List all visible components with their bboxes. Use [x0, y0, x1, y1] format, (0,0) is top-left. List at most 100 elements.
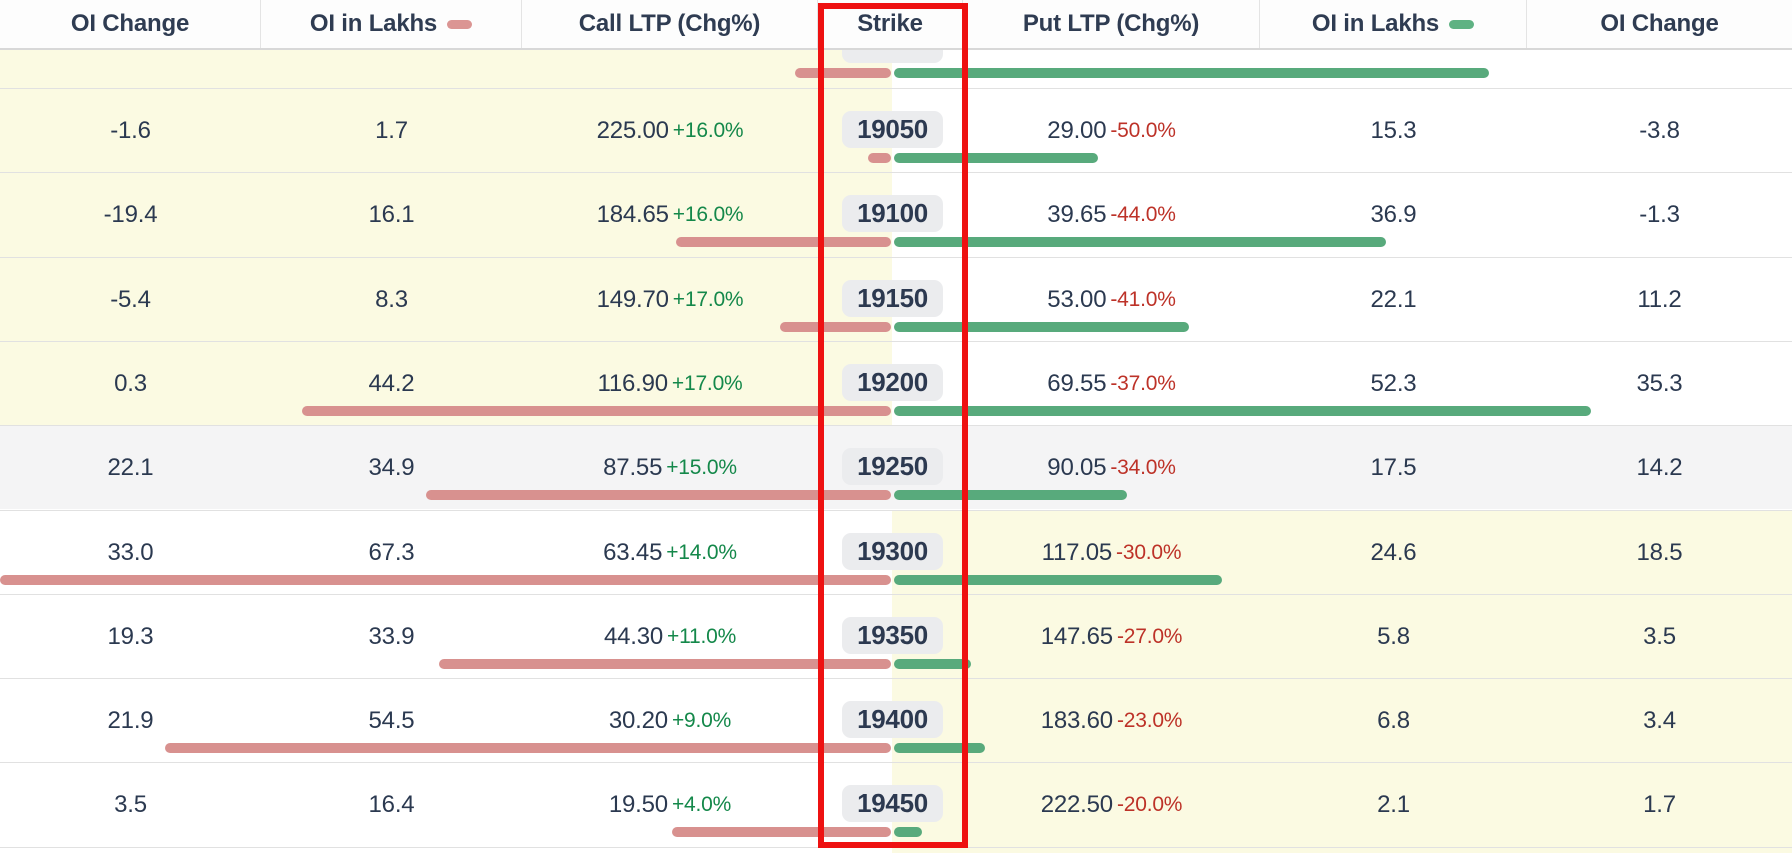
put-oi-bar: [894, 237, 1386, 248]
put-oi-lakhs-value: 24.6: [1370, 538, 1417, 566]
put-oi-change-value: 1.7: [1643, 791, 1676, 819]
put-oi-bar: [894, 405, 1592, 416]
row-put-side-background: [892, 679, 1792, 763]
call-oi-lakhs-value: 34.9: [368, 454, 415, 482]
call-ltp-cell[interactable]: 44.30 +11.0%: [522, 595, 818, 678]
call-ltp-cell[interactable]: 63.45 +14.0%: [522, 511, 818, 594]
call-ltp-value: 116.90: [597, 369, 668, 397]
call-oi-lakhs-value: 16.4: [368, 791, 415, 819]
put-oi-change-value: 11.2: [1637, 285, 1682, 313]
call-ltp-cell[interactable]: 149.70 +17.0%: [522, 258, 818, 341]
option-row-19250[interactable]: 22.1 34.9 87.55 +15.0% 19250 90.05 -34.0% 17.5 1…: [0, 425, 1792, 510]
put-ltp-value: 53.00: [1047, 285, 1107, 313]
put-ltp-value: 39.65: [1047, 201, 1107, 229]
header-label: OI Change: [1600, 10, 1719, 37]
option-row-19150[interactable]: -5.4 8.3 149.70 +17.0% 19150 53.00 -41.0% 22.1 1…: [0, 256, 1792, 341]
put-oi-lakhs-value: 5.8: [1377, 622, 1410, 650]
put-ltp-cell[interactable]: 147.65 -27.0%: [963, 595, 1260, 678]
strike-pill-19200[interactable]: 19200: [842, 363, 943, 401]
option-row-partial-top[interactable]: [0, 50, 1792, 88]
put-ltp-cell[interactable]: 39.65 -44.0%: [963, 173, 1260, 256]
option-row-19450[interactable]: 3.5 16.4 19.50 +4.0% 19450 222.50 -20.0% 2.1 1.7: [0, 762, 1792, 847]
header-call-ltp[interactable]: Call LTP (Chg%): [522, 0, 818, 48]
header-strike[interactable]: Strike: [818, 0, 963, 48]
put-ltp-value: 147.65: [1040, 622, 1113, 650]
call-ltp-cell[interactable]: 87.55 +15.0%: [522, 426, 818, 509]
call-oi-bar: [676, 237, 891, 248]
option-row-19050[interactable]: -1.6 1.7 225.00 +16.0% 19050 29.00 -50.0% 15.3 -…: [0, 88, 1792, 173]
option-row-19200[interactable]: 0.3 44.2 116.90 +17.0% 19200 69.55 -37.0% 52.3 3…: [0, 340, 1792, 426]
call-ltp-change-pct: +16.0%: [672, 203, 744, 227]
call-oi-bar: [780, 321, 891, 332]
call-oi-bar: [868, 153, 891, 163]
row-put-side-background: [892, 847, 1792, 853]
option-row-partial-bottom[interactable]: [0, 846, 1792, 853]
put-ltp-cell[interactable]: 117.05 -30.0%: [963, 511, 1260, 594]
strike-pill-19450[interactable]: 19450: [842, 785, 943, 823]
header-label: OI in Lakhs: [309, 10, 438, 37]
put-ltp-change-pct: -30.0%: [1116, 540, 1182, 564]
call-oi-bar: [795, 67, 891, 78]
header-put-ltp[interactable]: Put LTP (Chg%): [963, 0, 1260, 48]
put-ltp-cell[interactable]: 53.00 -41.0%: [963, 258, 1260, 341]
put-oi-bar-legend-icon: [1449, 19, 1475, 29]
option-row-19350[interactable]: 19.3 33.9 44.30 +11.0% 19350 147.65 -27.0% 5.8 3…: [0, 593, 1792, 679]
strike-pill-19100[interactable]: 19100: [842, 195, 943, 233]
put-ltp-cell[interactable]: 29.00 -50.0%: [963, 89, 1260, 172]
call-ltp-cell[interactable]: 30.20 +9.0%: [522, 679, 818, 762]
strike-pill-19300[interactable]: 19300: [842, 532, 943, 570]
call-ltp-cell[interactable]: 116.90 +17.0%: [522, 342, 818, 425]
put-ltp-value: 69.55: [1047, 369, 1107, 397]
call-oi-lakhs-value: 1.7: [375, 117, 408, 144]
call-ltp-cell[interactable]: 19.50 +4.0%: [522, 763, 818, 846]
row-put-side-background: [892, 594, 1792, 679]
put-ltp-value: 29.00: [1047, 117, 1107, 144]
put-oi-change-value: -3.8: [1639, 117, 1680, 144]
strike-pill-19400[interactable]: 19400: [842, 701, 943, 739]
call-oi-change-value: -5.4: [110, 285, 151, 313]
call-oi-lakhs-value: 16.1: [368, 201, 415, 229]
put-ltp-change-pct: -20.0%: [1116, 793, 1183, 817]
call-oi-change-value: -19.4: [103, 201, 158, 229]
strike-pill-19150[interactable]: 19150: [842, 279, 943, 317]
call-oi-bar: [425, 490, 891, 501]
header-put-oi-lakhs[interactable]: OI in Lakhs: [1260, 0, 1527, 48]
call-ltp-change-pct: +16.0%: [672, 119, 744, 142]
put-ltp-change-pct: -44.0%: [1110, 203, 1176, 227]
call-ltp-cell[interactable]: 184.65 +16.0%: [522, 173, 818, 256]
header-put-oi-change[interactable]: OI Change: [1527, 0, 1792, 48]
call-ltp-cell[interactable]: 225.00 +16.0%: [522, 89, 818, 172]
put-oi-lakhs-value: 36.9: [1370, 201, 1417, 229]
put-ltp-change-pct: -41.0%: [1110, 287, 1176, 311]
put-oi-change-value: 35.3: [1636, 369, 1683, 397]
put-ltp-cell[interactable]: 69.55 -37.0%: [963, 342, 1260, 425]
header-label: Call LTP (Chg%): [578, 10, 761, 37]
put-ltp-value: 117.05: [1041, 538, 1113, 566]
put-ltp-cell[interactable]: 183.60 -23.0%: [963, 679, 1260, 762]
call-oi-change-value: 3.5: [114, 791, 147, 819]
put-oi-bar: [894, 658, 972, 669]
option-row-19100[interactable]: -19.4 16.1 184.65 +16.0% 19100 39.65 -44.0% 36.…: [0, 172, 1792, 257]
put-oi-bar: [894, 67, 1489, 78]
put-ltp-cell[interactable]: 90.05 -34.0%: [963, 426, 1260, 509]
call-ltp-change-pct: +14.0%: [666, 540, 737, 564]
header-call-oi-lakhs[interactable]: OI in Lakhs: [261, 0, 522, 48]
strike-pill-19050[interactable]: 19050: [842, 111, 943, 148]
option-row-19300[interactable]: 33.0 67.3 63.45 +14.0% 19300 117.05 -30.0% 24.6…: [0, 509, 1792, 594]
put-oi-change-value: 3.5: [1643, 622, 1676, 650]
put-ltp-cell[interactable]: 222.50 -20.0%: [963, 763, 1260, 846]
call-ltp-value: 87.55: [603, 454, 663, 482]
header-label: Put LTP (Chg%): [1022, 10, 1200, 37]
call-oi-change-value: 0.3: [114, 369, 147, 397]
put-ltp-value: 90.05: [1047, 454, 1107, 482]
option-row-19400[interactable]: 21.9 54.5 30.20 +9.0% 19400 183.60 -23.0% 6.8 3.…: [0, 678, 1792, 763]
call-ltp-change-pct: +9.0%: [671, 709, 732, 733]
call-ltp-change-pct: +17.0%: [671, 371, 743, 395]
put-oi-bar: [894, 743, 985, 754]
header-call-oi-change[interactable]: OI Change: [0, 0, 261, 48]
strike-pill-partial[interactable]: [842, 50, 943, 63]
header-label: OI Change: [70, 10, 190, 37]
strike-pill-19250[interactable]: 19250: [842, 448, 943, 486]
strike-pill-19350[interactable]: 19350: [842, 616, 943, 654]
